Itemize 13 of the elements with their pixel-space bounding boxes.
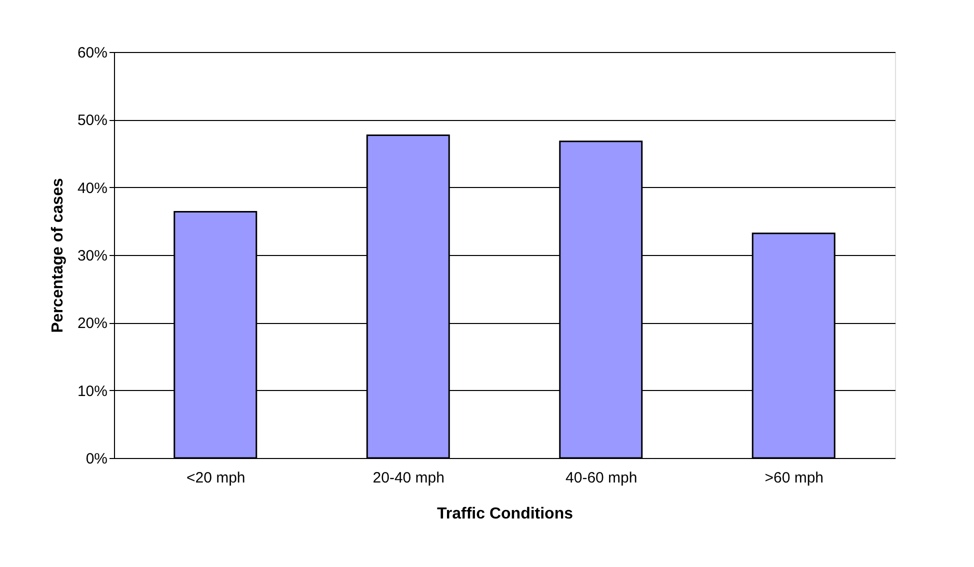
y-tick-label: 10%: [77, 382, 108, 400]
y-tick-label: 0%: [86, 450, 108, 468]
y-tick-label: 60%: [77, 44, 108, 62]
x-tick-label: >60 mph: [764, 470, 824, 486]
x-axis-title: Traffic Conditions: [437, 506, 574, 522]
y-tick-label: 30%: [77, 248, 108, 264]
y-axis-title: Percentage of cases: [49, 178, 66, 333]
y-tick-label: 20%: [77, 315, 108, 332]
y-tick-label: 40%: [77, 180, 108, 197]
x-tick-label: 40-60 mph: [566, 470, 638, 486]
y-tick-label: 50%: [77, 112, 108, 130]
x-tick-label: <20 mph: [186, 470, 246, 486]
x-tick-label: 20-40 mph: [372, 470, 444, 486]
